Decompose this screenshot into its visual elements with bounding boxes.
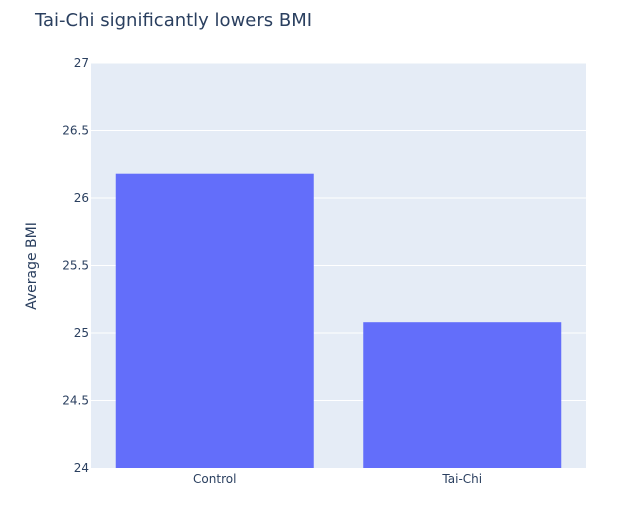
bar-tai-chi[interactable]: [363, 322, 562, 468]
y-tick-label: 24: [74, 461, 89, 475]
y-axis-ticks: 24 24.5 25 25.5 26 26.5 27: [62, 56, 89, 475]
chart-title: Tai-Chi significantly lowers BMI: [35, 10, 313, 31]
y-tick-label: 25: [74, 326, 89, 340]
x-tick-label: Tai-Chi: [441, 472, 482, 486]
y-tick-label: 25.5: [62, 259, 89, 273]
y-tick-label: 24.5: [62, 394, 89, 408]
bars: [115, 173, 562, 468]
bar-control[interactable]: [115, 173, 314, 468]
y-tick-label: 26.5: [62, 124, 89, 138]
y-tick-label: 27: [74, 56, 89, 70]
x-axis-ticks: Control Tai-Chi: [193, 472, 482, 486]
y-tick-label: 26: [74, 191, 89, 205]
x-tick-label: Control: [193, 472, 236, 486]
